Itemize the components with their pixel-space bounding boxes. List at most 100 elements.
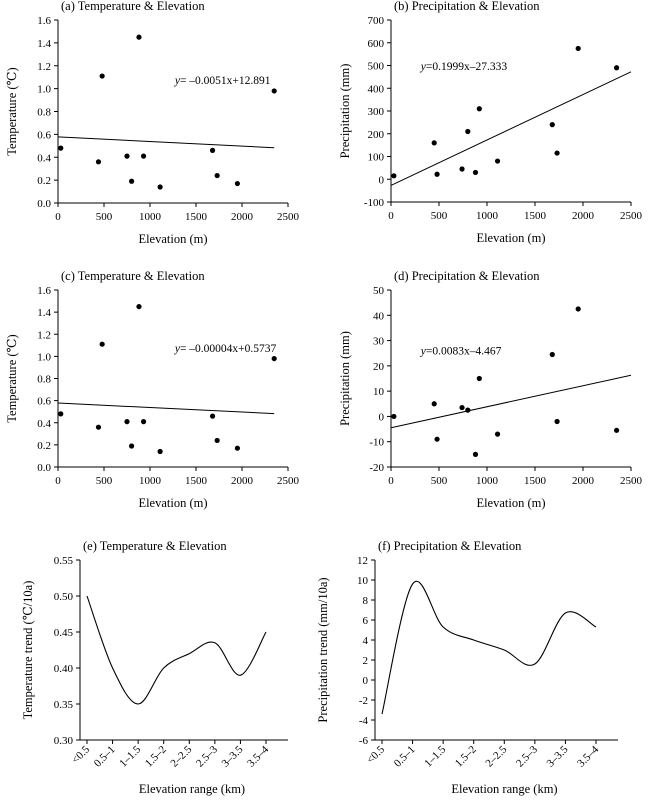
equation-variable: y	[420, 345, 427, 357]
x-tick-label: 500	[431, 475, 448, 487]
x-tick-label: 1500	[185, 211, 208, 223]
x-tick-label: 2000	[572, 475, 595, 487]
x-tick-label: 500	[96, 211, 113, 223]
chart-f: (f) Precipitation & Elevation -6 -4 -2 0 2 4 6 8…	[316, 539, 618, 796]
x-axis-label: Elevation (m)	[138, 496, 207, 510]
trend-line	[57, 402, 275, 415]
y-tick-label: -10	[369, 437, 384, 449]
x-tick-label: 1000	[476, 475, 499, 487]
data-point	[95, 159, 102, 165]
trend-line	[390, 71, 632, 186]
data-point	[58, 145, 64, 151]
y-tick-label: 10	[373, 386, 385, 398]
data-point	[494, 158, 501, 164]
chart-title: (e) Temperature & Elevation	[83, 539, 227, 553]
x-tick-label: 2000	[572, 210, 595, 222]
y-axis-label: Precipitation (mm)	[338, 64, 352, 159]
data-point	[614, 65, 620, 71]
data-point	[271, 355, 277, 362]
x-tick-label: 2.5–3	[514, 743, 540, 769]
x-tick-label: 0	[55, 475, 61, 487]
x-tick-label: 1–1.5	[117, 743, 143, 769]
chart-e: (e) Temperature & Elevation 0.30 0.35 0.40 0…	[21, 539, 288, 796]
y-tick-label: -4	[359, 715, 369, 727]
y-tick-label: 600	[368, 38, 385, 50]
y-tick-label: 1.6	[37, 15, 51, 27]
equation-body: = –0.00004x+0.5737	[180, 343, 277, 355]
y-tick-label: 1.0	[37, 84, 51, 96]
y-tick-label: 1.0	[37, 351, 51, 363]
y-tick-label: 0.50	[54, 591, 74, 603]
x-tick-label: 500	[431, 210, 448, 222]
y-tick-label: -2	[359, 695, 368, 707]
chart-title: (d) Precipitation & Elevation	[394, 269, 540, 283]
x-tick-label: 2000	[231, 211, 254, 223]
y-tick-label: 50	[373, 285, 385, 297]
y-tick-label: 500	[368, 61, 385, 73]
trend-curve	[86, 595, 267, 705]
data-point	[459, 166, 465, 172]
data-point	[140, 419, 147, 425]
equation-variable: y	[174, 75, 181, 87]
y-tick-label: 0.6	[37, 129, 51, 141]
y-tick-label: 0.30	[54, 735, 74, 747]
data-point	[494, 431, 501, 437]
data-point	[459, 404, 465, 411]
y-tick-label: 4	[363, 635, 369, 647]
y-tick-label: 0.6	[37, 396, 51, 408]
data-point	[214, 437, 220, 444]
regression-equation: y=0.1999x–27.333	[420, 61, 508, 73]
x-tick-label: 0	[388, 475, 394, 487]
data-point	[99, 73, 105, 79]
x-tick-label: 0.5–1	[392, 744, 418, 770]
x-tick-label: 2500	[277, 211, 300, 223]
x-tick-label: 3–3.5	[220, 743, 246, 769]
data-point	[465, 407, 471, 413]
y-tick-label: 700	[368, 15, 385, 27]
data-point	[472, 451, 479, 457]
regression-equation: y= –0.0051x+12.891	[174, 75, 271, 87]
data-point	[431, 140, 437, 146]
data-point	[214, 172, 220, 179]
y-tick-label: -20	[369, 462, 384, 474]
data-point	[434, 171, 440, 177]
data-point	[476, 375, 482, 382]
data-point	[129, 443, 135, 449]
data-point	[431, 401, 437, 407]
data-point	[391, 173, 397, 179]
y-tick-label: 30	[373, 336, 385, 348]
data-point	[124, 153, 130, 159]
trend-line	[57, 136, 275, 149]
chart-title: (a) Temperature & Elevation	[61, 0, 205, 13]
x-tick-label: 2–2.5	[168, 743, 194, 769]
x-axis-label: Elevation range (km)	[451, 782, 557, 796]
equation-body: = –0.0051x+12.891	[180, 75, 271, 87]
y-axis-label: Temperature (℃)	[5, 67, 19, 155]
data-point	[209, 147, 216, 153]
y-tick-label: 400	[368, 83, 385, 95]
regression-equation: y=0.0083x–4.467	[420, 345, 502, 357]
data-point	[575, 45, 581, 52]
x-tick-label: 1.5–2	[453, 744, 479, 770]
data-point	[554, 150, 560, 156]
y-tick-label: 0	[363, 675, 369, 687]
data-point	[434, 436, 440, 442]
y-tick-label: 200	[368, 129, 385, 141]
data-point	[95, 424, 102, 430]
y-tick-label: 20	[373, 361, 385, 373]
y-tick-label: 0.2	[37, 175, 51, 187]
data-point	[575, 306, 581, 312]
trend-curve	[381, 580, 597, 715]
x-tick-label: 1500	[185, 475, 208, 487]
data-point	[234, 180, 240, 187]
data-point	[614, 427, 620, 433]
data-point	[129, 178, 135, 184]
equation-variable: y	[420, 61, 427, 73]
chart-c: (c) Temperature & Elevation 0.0 0.2 0.4 0.6 0…	[5, 269, 300, 510]
x-tick-label: 1000	[139, 475, 162, 487]
x-tick-label: 1500	[524, 475, 547, 487]
y-tick-label: 1.6	[37, 285, 51, 297]
y-tick-label: 0.8	[37, 374, 51, 386]
y-tick-label: 300	[368, 106, 385, 118]
